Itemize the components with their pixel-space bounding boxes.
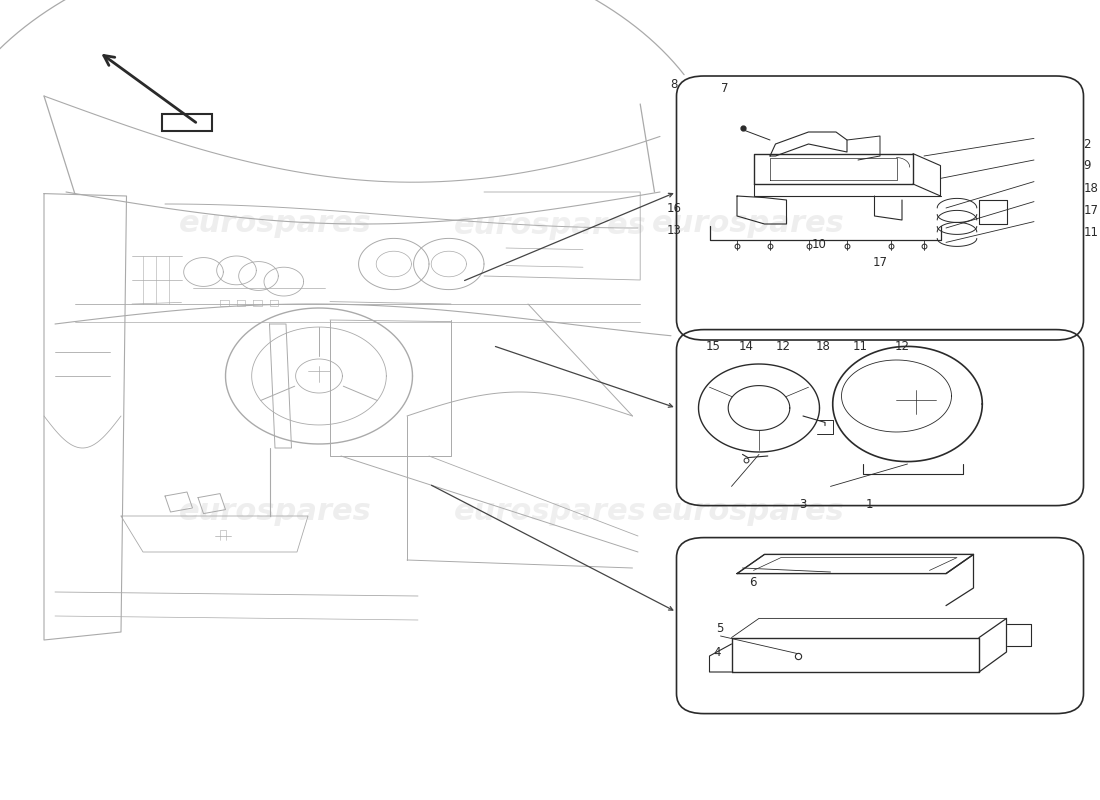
Text: 4: 4 [713, 646, 721, 658]
Text: 5: 5 [716, 622, 724, 634]
Text: 6: 6 [749, 576, 757, 589]
Text: 13: 13 [667, 224, 682, 237]
FancyBboxPatch shape [162, 114, 212, 131]
Text: eurospares: eurospares [453, 498, 647, 526]
Text: 14: 14 [738, 340, 754, 353]
Text: 7: 7 [720, 82, 728, 95]
Text: 17: 17 [872, 256, 888, 269]
Text: 18: 18 [1084, 182, 1099, 194]
Text: 12: 12 [776, 340, 791, 353]
Text: 11: 11 [1084, 226, 1099, 239]
Text: eurospares: eurospares [453, 211, 647, 240]
Text: eurospares: eurospares [178, 498, 372, 526]
Text: 17: 17 [1084, 204, 1099, 217]
Text: 16: 16 [667, 202, 682, 214]
Text: eurospares: eurospares [178, 210, 372, 238]
Text: 12: 12 [894, 340, 910, 353]
Text: 3: 3 [800, 498, 806, 510]
Text: 15: 15 [705, 340, 720, 353]
Text: 18: 18 [815, 340, 830, 353]
Text: 2: 2 [1084, 138, 1091, 150]
Text: eurospares: eurospares [651, 498, 845, 526]
Text: eurospares: eurospares [651, 210, 845, 238]
Text: 10: 10 [812, 238, 827, 250]
Text: 8: 8 [670, 78, 678, 90]
Text: 1: 1 [866, 498, 872, 510]
Text: 11: 11 [852, 340, 868, 353]
Text: 9: 9 [1084, 159, 1091, 172]
